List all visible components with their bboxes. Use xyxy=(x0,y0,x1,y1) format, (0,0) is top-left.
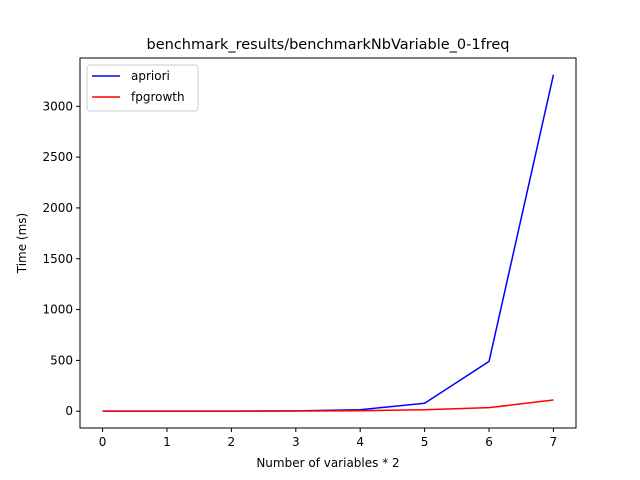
y-tick-label: 1500 xyxy=(42,252,73,266)
y-tick-label: 2000 xyxy=(42,201,73,215)
x-tick-label: 6 xyxy=(485,435,493,449)
y-tick-label: 500 xyxy=(50,353,73,367)
y-axis-title: Time (ms) xyxy=(15,213,29,275)
x-tick-label: 1 xyxy=(163,435,171,449)
y-tick-label: 3000 xyxy=(42,99,73,113)
series-lines xyxy=(102,74,555,412)
x-axis: 0 1 2 3 4 5 6 7 xyxy=(99,428,558,449)
x-tick-label: 2 xyxy=(228,435,236,449)
chart-title: benchmark_results/benchmarkNbVariable_0-… xyxy=(147,37,510,53)
x-tick-label: 0 xyxy=(99,435,107,449)
plot-area xyxy=(79,57,577,429)
legend-label-apriori: apriori xyxy=(131,69,170,83)
x-tick-label: 7 xyxy=(550,435,558,449)
plot-frame xyxy=(79,57,577,429)
y-axis: 0 500 1000 1500 2000 2500 3000 xyxy=(42,99,80,418)
legend: apriori fpgrowth xyxy=(86,64,199,112)
series-line-fpgrowth xyxy=(102,399,554,412)
y-tick-label: 2500 xyxy=(42,150,73,164)
legend-label-fpgrowth: fpgrowth xyxy=(131,90,185,104)
x-tick-label: 4 xyxy=(356,435,364,449)
x-axis-title: Number of variables * 2 xyxy=(256,456,399,470)
y-tick-label: 1000 xyxy=(42,303,73,317)
x-tick-label: 3 xyxy=(292,435,300,449)
x-tick-label: 5 xyxy=(421,435,429,449)
y-tick-label: 0 xyxy=(65,404,73,418)
